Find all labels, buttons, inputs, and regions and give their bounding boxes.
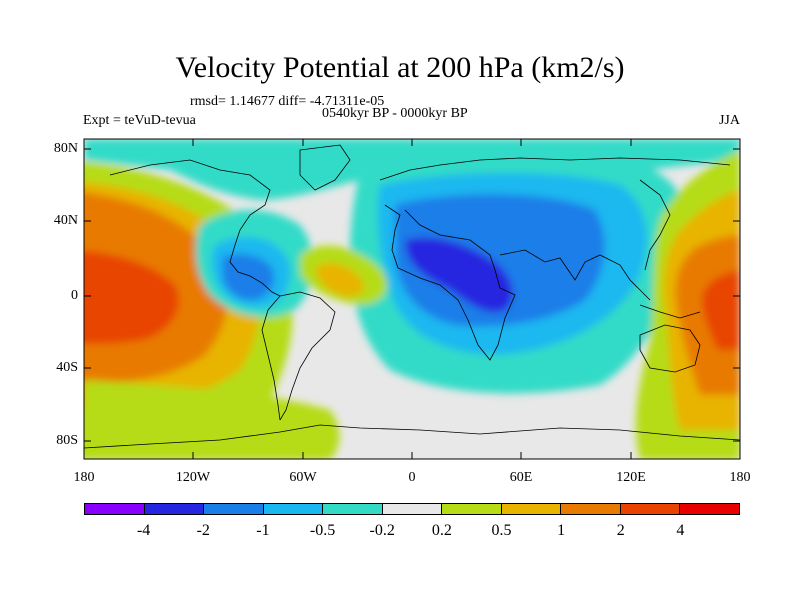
east-asia-coast [639,179,671,271]
x-tick-60E: 60E [509,470,533,485]
colorbar-box-7 [501,504,562,514]
coastlines [84,144,740,449]
colorbar-label-0: -4 [136,522,151,539]
colorbar-label-6: 0.5 [491,522,512,539]
australia-coast [639,324,701,373]
pacific-positive-red [84,250,179,344]
indonesia-coast [639,304,701,319]
y-tick-0: 0 [71,288,78,303]
colorbar-label-9: 4 [676,522,685,539]
americas-negative-blue [222,254,275,301]
colorbar-label-1: -2 [196,522,210,539]
y-tick-40S: 40S [56,360,78,375]
south-america-west-coast [261,295,281,421]
x-axis-ticks [83,139,741,459]
colorbar [84,503,740,515]
x-tick-0: 0 [408,470,416,485]
y-axis-ticks [84,148,740,442]
x-tick-120E: 120E [616,470,646,485]
colorbar-box-1 [144,504,205,514]
y-tick-80N: 80N [53,141,78,156]
colorbar-box-8 [561,504,621,514]
colorbar-label-5: 0.2 [431,522,452,539]
rmsd-diff-stats: rmsd= 1.14677 diff= -4.71311e-05 [190,94,385,109]
colorbar-box-9 [620,504,681,514]
colorbar-box-4 [323,504,383,514]
atlantic-positive-yellow [315,263,364,297]
experiment-label: Expt = teVuD-tevua [83,113,196,128]
north-america-coast [109,159,271,277]
colorbar-box-2 [204,504,264,514]
colorbar-box-5 [382,504,443,514]
greenland-coast [299,144,351,191]
south-asia-coast [499,249,651,301]
map-title: Velocity Potential at 200 hPa (km2/s) [175,51,625,84]
colorbar-label-7: 1 [557,522,566,539]
south-america-east-coast [279,291,336,421]
colorbar-box-6 [442,504,502,514]
colorbar-box-3 [263,504,324,514]
x-tick-180-east: 180 [729,470,751,485]
x-tick-180-west: 180 [73,470,95,485]
x-tick-120W: 120W [175,470,211,485]
africa-coast [384,204,516,361]
colorbar-label-3: -0.5 [309,522,336,539]
africa-negative-blue [395,194,605,327]
contour-fill-layer [84,139,740,459]
central-america-coast [249,275,281,297]
antarctica-coast [84,424,740,449]
y-tick-80S: 80S [56,433,78,448]
period-label: 0540kyr BP - 0000kyr BP [322,106,468,121]
colorbar-box-10 [680,504,740,514]
colorbar-label-8: 2 [616,522,625,539]
eurasia-north-coast [379,157,731,181]
southern-positive-green [84,380,340,459]
colorbar-label-2: -1 [256,522,270,539]
x-tick-60W: 60W [289,470,317,485]
westpac-positive-red [702,270,740,350]
y-tick-40N: 40N [53,213,78,228]
colorbar-box-0 [85,504,145,514]
africa-negative-deepblue [405,237,513,313]
season-label: JJA [718,113,740,128]
colorbar-label-4: -0.2 [369,522,395,539]
